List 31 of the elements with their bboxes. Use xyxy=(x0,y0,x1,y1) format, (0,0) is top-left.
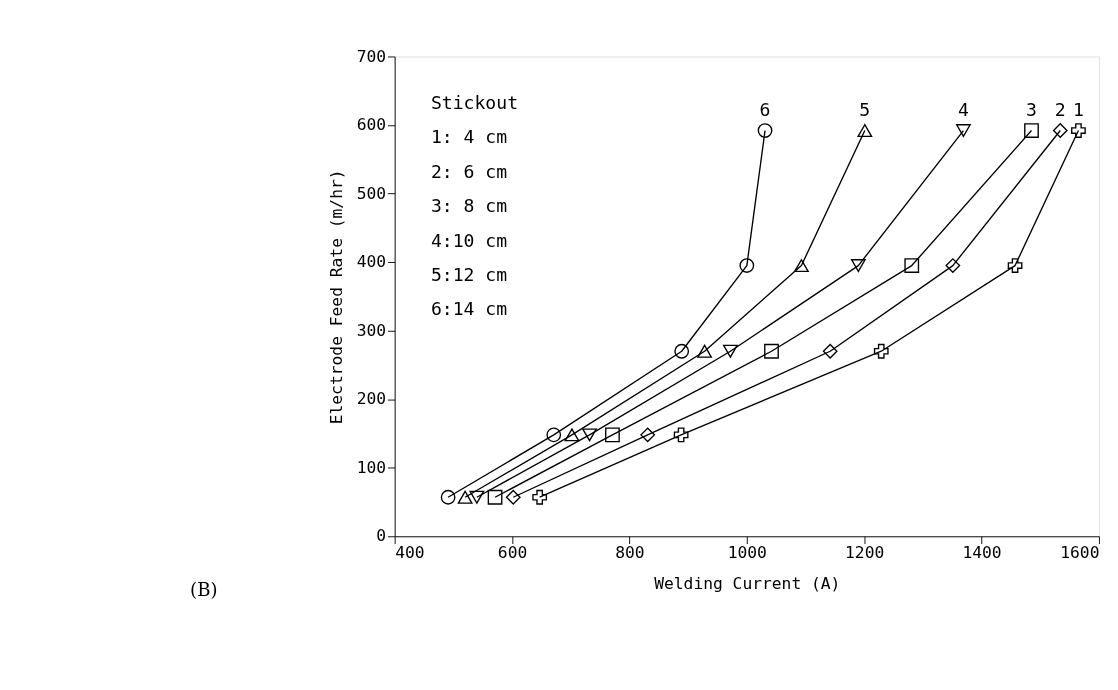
y-tick-label: 700 xyxy=(356,46,387,66)
annotation: 2: 6 cm xyxy=(430,160,508,182)
x-tick-label: 400 xyxy=(395,543,425,563)
annotation: 3: 8 cm xyxy=(430,195,508,217)
annotation: Stickout xyxy=(430,92,519,114)
series-label: 3 xyxy=(1026,99,1037,121)
text: (B) xyxy=(190,579,218,601)
y-tick-label: 100 xyxy=(356,457,387,477)
series-label: 4 xyxy=(957,99,969,121)
y-tick-label: 200 xyxy=(356,389,387,409)
annotation: 5:12 cm xyxy=(430,264,508,286)
y-tick-label: 400 xyxy=(356,252,387,272)
y-tick-label: 300 xyxy=(356,320,387,340)
series-label: 6 xyxy=(759,99,771,121)
annotation: 4:10 cm xyxy=(430,229,508,251)
x-tick-label: 800 xyxy=(615,543,645,563)
x-tick-label: 600 xyxy=(497,543,528,563)
y-tick-label: 0 xyxy=(376,526,387,546)
x-tick-label: 1000 xyxy=(727,543,767,563)
y-axis-title: Electrode Feed Rate (m/hr) xyxy=(327,169,347,425)
y-tick-label: 600 xyxy=(356,115,387,135)
x-tick-label: 1400 xyxy=(962,543,1002,563)
annotation: 6:14 cm xyxy=(430,298,508,320)
series-label: 2 xyxy=(1054,99,1066,121)
x-tick-label: 1600 xyxy=(1060,543,1100,563)
x-axis-title: Welding Current (A) xyxy=(654,574,841,594)
y-tick-label: 500 xyxy=(356,183,387,203)
series-label: 1 xyxy=(1072,99,1084,121)
series-label: 5 xyxy=(859,99,871,121)
x-tick-label: 1200 xyxy=(845,543,885,563)
annotation: 1: 4 cm xyxy=(430,126,508,148)
